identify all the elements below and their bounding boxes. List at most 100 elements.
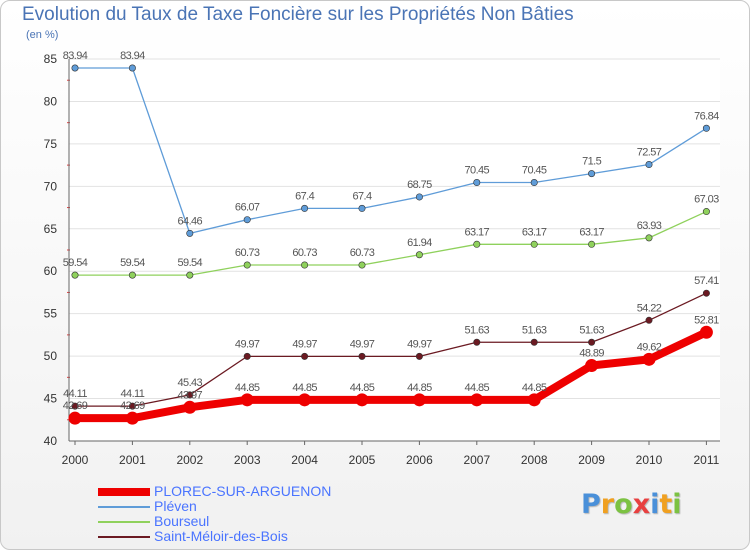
data-point: [298, 393, 312, 407]
data-label: 49.97: [235, 338, 260, 350]
legend: PLOREC-SUR-ARGUENON Pléven Bourseul Saint-M…: [98, 484, 331, 544]
data-label: 67.4: [352, 190, 371, 202]
data-label: 49.97: [350, 338, 375, 350]
legend-swatch: [98, 535, 150, 538]
data-point: [530, 179, 538, 187]
data-point: [243, 261, 251, 269]
logo-letter: P: [581, 489, 601, 520]
x-tick-label: 2005: [349, 453, 376, 467]
data-point: [530, 338, 538, 346]
y-tick-label: 55: [44, 307, 58, 321]
data-label: 44.85: [292, 382, 317, 394]
y-tick-label: 80: [44, 94, 58, 108]
data-label: 72.57: [637, 147, 662, 159]
data-point: [301, 261, 309, 269]
data-point: [473, 338, 481, 346]
data-point: [71, 402, 79, 410]
legend-item: PLOREC-SUR-ARGUENON: [98, 484, 331, 499]
legend-item: Pléven: [98, 499, 331, 514]
data-point: [585, 359, 599, 373]
data-point: [588, 338, 596, 346]
series-line: [71, 328, 711, 423]
data-point: [530, 240, 538, 248]
data-label: 63.17: [522, 226, 547, 238]
data-label: 44.11: [121, 388, 145, 400]
y-tick-label: 85: [44, 52, 58, 66]
x-tick-label: 2006: [406, 453, 433, 467]
data-label: 63.17: [465, 226, 490, 238]
data-point: [470, 393, 484, 407]
logo-letter: r: [600, 489, 615, 520]
data-label: 51.63: [465, 324, 490, 336]
legend-swatch: [98, 487, 150, 496]
data-point: [588, 170, 596, 178]
chart-title: Evolution du Taux de Taxe Foncière sur l…: [22, 4, 574, 25]
x-tick-label: 2003: [234, 453, 261, 467]
data-point: [301, 352, 309, 360]
data-label: 64.46: [178, 215, 203, 227]
data-label: 44.11: [63, 388, 87, 400]
x-tick-label: 2009: [578, 453, 605, 467]
data-label: 67.4: [295, 190, 314, 202]
x-tick-label: 2007: [463, 453, 490, 467]
data-label: 76.84: [694, 110, 719, 122]
y-tick-label: 50: [44, 349, 58, 363]
data-point: [645, 161, 653, 169]
data-point: [128, 271, 136, 279]
data-point: [642, 352, 656, 366]
y-tick-label: 70: [44, 179, 58, 193]
data-point: [240, 393, 254, 407]
data-point: [645, 234, 653, 242]
proxiti-logo: Proxiti: [581, 489, 682, 520]
data-point: [415, 193, 423, 201]
data-label: 83.94: [63, 50, 88, 62]
data-label: 67.03: [694, 194, 719, 206]
data-label: 49.97: [292, 338, 317, 350]
x-tick-label: 2001: [119, 453, 146, 467]
data-point: [645, 316, 653, 324]
legend-swatch: [98, 505, 150, 508]
data-label: 54.22: [637, 302, 662, 314]
data-point: [702, 124, 710, 132]
data-label: 49.62: [637, 341, 662, 353]
x-tick-label: 2002: [176, 453, 203, 467]
logo-letter: i: [650, 489, 660, 520]
series-line: [74, 67, 708, 235]
data-point: [71, 271, 79, 279]
data-point: [527, 393, 541, 407]
data-label: 52.81: [694, 314, 719, 326]
data-label: 59.54: [120, 257, 145, 269]
data-point: [186, 229, 194, 237]
legend-item: Saint-Méloir-des-Bois: [98, 529, 331, 544]
data-point: [702, 289, 710, 297]
data-point: [186, 391, 194, 399]
data-label: 43.97: [178, 389, 203, 401]
data-point: [125, 411, 139, 425]
data-label: 42.69: [120, 400, 145, 412]
logo-letter: i: [672, 489, 682, 520]
data-point: [186, 271, 194, 279]
data-point: [301, 204, 309, 212]
data-label: 44.85: [465, 382, 490, 394]
plot-background: [69, 59, 720, 441]
y-tick-label: 60: [44, 264, 58, 278]
data-label: 49.97: [407, 338, 432, 350]
data-point: [128, 64, 136, 72]
data-point: [588, 240, 596, 248]
data-label: 59.54: [63, 257, 88, 269]
data-label: 60.73: [235, 247, 260, 259]
data-label: 44.85: [407, 382, 432, 394]
data-point: [358, 261, 366, 269]
data-label: 45.43: [178, 377, 203, 389]
data-label: 44.85: [235, 382, 260, 394]
data-label: 60.73: [292, 247, 317, 259]
data-label: 71.5: [582, 156, 601, 168]
data-label: 68.75: [407, 179, 432, 191]
data-point: [68, 411, 82, 425]
data-point: [415, 251, 423, 259]
data-label: 70.45: [465, 165, 490, 177]
data-point: [243, 216, 251, 224]
logo-letter: t: [659, 489, 673, 520]
series-line: [74, 292, 708, 407]
data-label: 59.54: [178, 257, 203, 269]
